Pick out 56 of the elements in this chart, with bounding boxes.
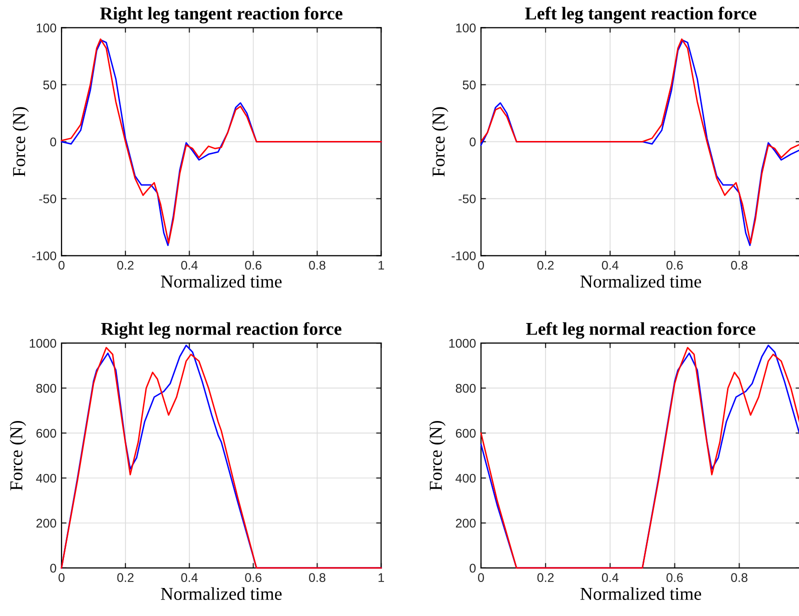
x-tick-label: 0.4 [181,260,198,270]
y-tick-label: 1000 [449,338,476,348]
y-axis-title: Force (N) [432,107,448,177]
y-tick-label: 200 [456,518,476,528]
y-tick-label: 100 [456,24,476,32]
x-tick-label: 0.6 [666,260,683,270]
x-tick-label: 0.6 [666,573,683,582]
chart-title: Left leg normal reaction force [526,322,756,339]
y-tick-label: 800 [36,384,56,393]
x-axis-title: Normalized time [160,587,282,600]
x-axis-title: Normalized time [160,274,282,288]
y-tick-label: 1000 [30,338,56,348]
x-tick-label: 0.6 [245,260,262,270]
x-tick-label: 0.6 [245,573,262,582]
y-axis-title: Force (N) [10,420,26,490]
x-tick-label: 0.4 [181,573,198,582]
x-tick-label: 0.4 [602,573,618,582]
y-tick-label: -50 [39,194,56,204]
chart-title: Left leg tangent reaction force [525,6,756,24]
y-tick-label: 600 [36,428,56,438]
x-tick-label: 0.2 [117,260,134,270]
y-tick-label: 0 [470,564,476,573]
y-tick-label: 0 [470,137,476,146]
x-tick-label: 0 [478,573,484,582]
y-tick-label: 400 [456,474,476,483]
y-tick-label: 200 [36,518,56,528]
y-tick-label: 100 [36,24,56,32]
x-tick-label: 0.8 [309,260,326,270]
x-tick-label: 0.8 [731,573,748,582]
chart-title: Right leg normal reaction force [101,322,342,339]
x-tick-label: 0.2 [537,573,554,582]
y-tick-label: -50 [458,194,476,204]
x-tick-label: 0 [58,260,65,270]
y-tick-label: 50 [43,80,56,90]
x-tick-label: 0.8 [309,573,326,582]
y-tick-label: -100 [32,251,56,260]
y-axis-title: Force (N) [429,420,446,490]
y-tick-label: 0 [50,137,56,146]
x-tick-label: 0 [478,260,484,270]
chart-title: Right leg tangent reaction force [100,6,342,24]
y-axis-title: Force (N) [12,107,29,177]
y-tick-label: 800 [456,384,476,393]
y-tick-label: -100 [452,251,476,260]
y-tick-label: 600 [456,428,476,438]
x-tick-label: 0.2 [117,573,134,582]
x-tick-label: 0.2 [537,260,554,270]
y-tick-label: 0 [50,564,56,573]
y-tick-label: 50 [462,80,476,90]
x-tick-label: 1 [378,260,384,270]
x-axis-title: Normalized time [580,274,702,288]
x-tick-label: 1 [378,573,384,582]
x-tick-label: 0.4 [602,260,618,270]
y-tick-label: 400 [36,474,56,483]
x-axis-title: Normalized time [580,587,702,600]
x-tick-label: 0.8 [731,260,748,270]
x-tick-label: 0 [58,573,65,582]
